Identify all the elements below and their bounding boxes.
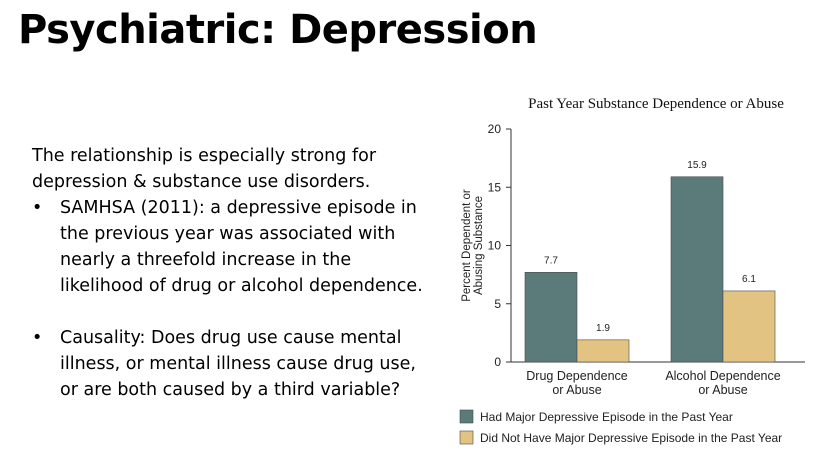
x-category-label: Alcohol Dependence: [665, 369, 780, 383]
legend-swatch: [459, 430, 474, 445]
x-category-label: or Abuse: [552, 383, 601, 397]
intro-text: The relationship is especially strong fo…: [32, 146, 377, 192]
y-tick-label: 0: [494, 355, 501, 369]
legend-swatch: [459, 409, 474, 424]
bullet-item: • SAMHSA (2011): a depressive episode in…: [32, 195, 432, 299]
slide-title: Psychiatric: Depression: [18, 7, 538, 53]
y-tick-label: 20: [488, 122, 502, 136]
y-tick-label: 10: [488, 239, 502, 253]
y-axis-label: Percent Dependent orAbusing Substance: [461, 189, 485, 302]
bar-value-label: 15.9: [687, 160, 707, 171]
y-axis-label-line: Percent Dependent or: [461, 189, 473, 302]
y-tick-label: 15: [488, 180, 502, 194]
legend-label: Had Major Depressive Episode in the Past…: [480, 410, 733, 424]
bar-chart: Past Year Substance Dependence or Abuse P…: [459, 96, 805, 445]
bar: [670, 176, 724, 363]
bar: [722, 290, 776, 363]
bullet-item: • Causality: Does drug use cause mental …: [32, 325, 432, 403]
legend-label: Did Not Have Major Depressive Episode in…: [480, 431, 782, 445]
bar-value-label: 7.7: [544, 255, 558, 266]
x-category-label: or Abuse: [698, 383, 747, 397]
bullet-icon: •: [32, 198, 43, 218]
slide-body: The relationship is especially strong fo…: [32, 143, 432, 403]
bar: [576, 339, 630, 363]
bullet-icon: •: [32, 328, 43, 348]
bar: [524, 271, 578, 363]
bar-value-label: 6.1: [742, 274, 756, 285]
bullet-text: SAMHSA (2011): a depressive episode in t…: [60, 198, 423, 296]
x-category-label: Drug Dependence: [526, 369, 628, 383]
y-tick-label: 5: [494, 297, 501, 311]
y-axis-label-line: Abusing Substance: [473, 196, 485, 295]
bar-value-label: 1.9: [596, 323, 610, 334]
chart-title: Past Year Substance Dependence or Abuse: [528, 96, 784, 112]
bullet-text: Causality: Does drug use cause mental il…: [60, 328, 416, 400]
